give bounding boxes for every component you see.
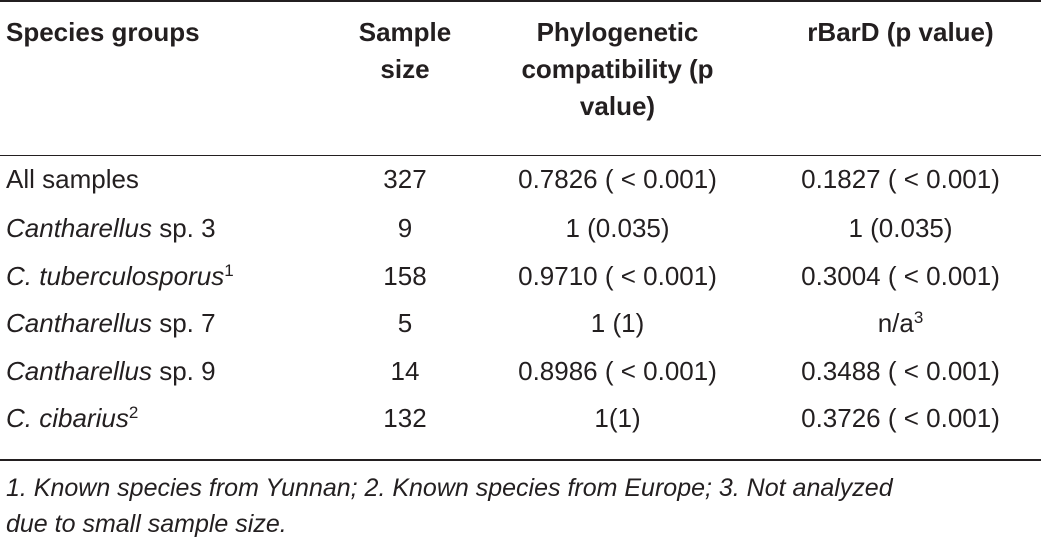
table-header: Species groups Sample size Phylogenetic …: [0, 14, 1041, 155]
species-name: Cantharellus sp. 3: [6, 213, 216, 243]
header-rbard: rBarD (p value): [807, 17, 994, 47]
phylogenetic-compatibility: 0.9710 ( < 0.001): [518, 260, 717, 291]
header-divider-rule: [0, 155, 1041, 156]
rbard-value: 0.3004 ( < 0.001): [801, 260, 1000, 291]
sample-size: 9: [397, 213, 413, 243]
sample-size: 327: [383, 164, 427, 195]
table-row: Cantharellus sp. 9 14 0.8986 ( < 0.001) …: [0, 348, 1041, 396]
phylogenetic-compatibility: 0.7826 ( < 0.001): [518, 164, 717, 195]
phylogenetic-compatibility: 1(1): [594, 403, 641, 433]
rbard-value: 0.3726 ( < 0.001): [801, 403, 1000, 433]
table-row: All samples 327 0.7826 ( < 0.001) 0.1827…: [0, 155, 1041, 205]
top-rule: [0, 0, 1041, 2]
sample-size: 132: [383, 403, 427, 433]
phylogenetic-compatibility: 1 (0.035): [565, 213, 670, 243]
table-row: C. cibarius2 132 1(1) 0.3726 ( < 0.001): [0, 395, 1041, 443]
header-phylogenetic-compatibility: Phylogenetic compatibility (p value): [521, 17, 714, 121]
header-sample-size: Sample size: [358, 17, 452, 84]
table-body: All samples 327 0.7826 ( < 0.001) 0.1827…: [0, 155, 1041, 443]
header-species-groups: Species groups: [6, 17, 200, 47]
rbard-value: 1 (0.035): [848, 213, 953, 243]
results-table: Species groups Sample size Phylogenetic …: [0, 14, 1041, 443]
phylogenetic-compatibility: 0.8986 ( < 0.001): [518, 355, 717, 386]
footnote-line-2: due to small sample size.: [6, 510, 287, 538]
rbard-value: 0.1827 ( < 0.001): [801, 164, 1000, 195]
species-name: C. cibarius2: [6, 403, 139, 433]
species-name: Cantharellus sp. 9: [6, 355, 216, 386]
species-name: C. tuberculosporus1: [6, 260, 234, 291]
table-footnote: 1. Known species from Yunnan; 2. Known s…: [6, 470, 1036, 542]
table-row: Cantharellus sp. 3 9 1 (0.035) 1 (0.035): [0, 205, 1041, 253]
species-name: All samples: [6, 164, 139, 195]
species-name: Cantharellus sp. 7: [6, 308, 216, 338]
table-row: C. tuberculosporus1 158 0.9710 ( < 0.001…: [0, 253, 1041, 301]
sample-size: 14: [390, 355, 420, 386]
footnote-line-1: 1. Known species from Yunnan; 2. Known s…: [6, 474, 893, 502]
bottom-rule: [0, 459, 1041, 461]
table-row: Cantharellus sp. 7 5 1 (1) n/a3: [0, 300, 1041, 348]
sample-size: 158: [383, 260, 427, 291]
rbard-value: n/a3: [877, 308, 924, 338]
rbard-value: 0.3488 ( < 0.001): [801, 355, 1000, 386]
phylogenetic-compatibility: 1 (1): [590, 308, 645, 338]
sample-size: 5: [397, 308, 413, 338]
